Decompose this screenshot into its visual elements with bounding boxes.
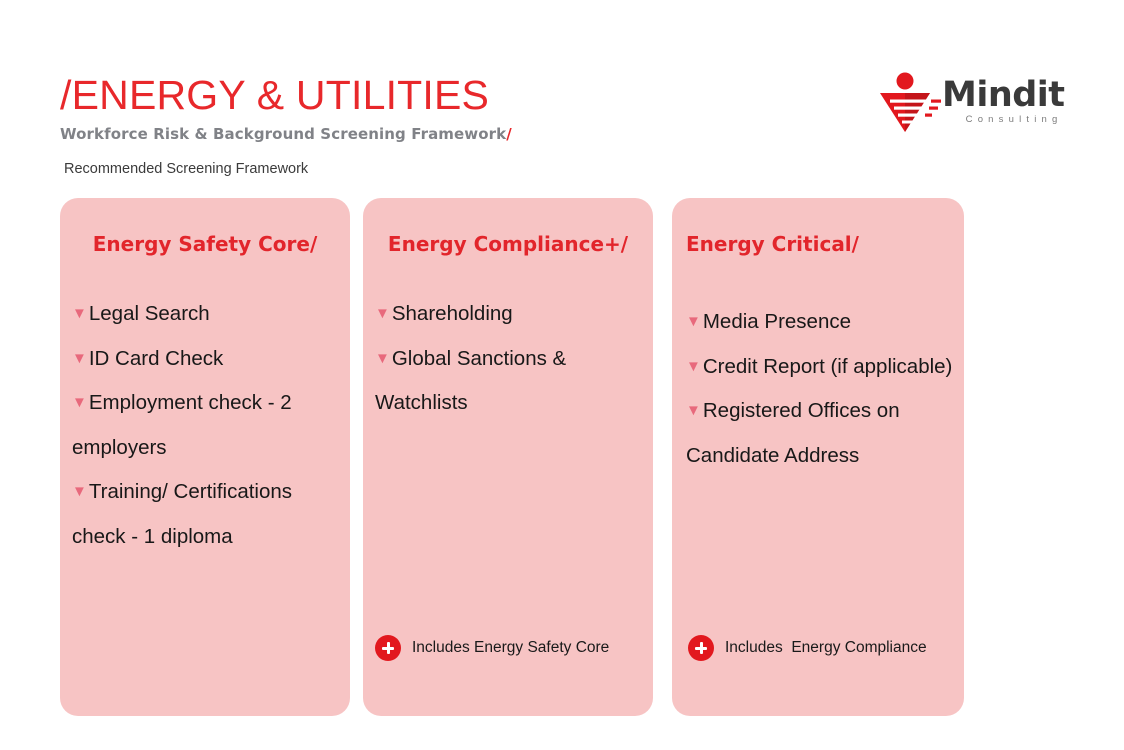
list-item: ▼Credit Report (if applicable)	[686, 345, 958, 390]
card-title: Energy Compliance+/	[387, 232, 629, 256]
page-subtitle: Workforce Risk & Background Screening Fr…	[60, 125, 860, 143]
logo-tagline: Consulting	[965, 114, 1063, 125]
screening-framework-cards: Energy Safety Core/ ▼Legal Search ▼ID Ca…	[60, 198, 964, 716]
list-item-label: ID Card Check	[88, 346, 224, 370]
triangle-bullet-icon: ▼	[72, 483, 87, 500]
card-includes-footer: Includes Energy Safety Core	[375, 635, 609, 661]
list-item-label: Legal Search	[88, 302, 210, 325]
card-item-list: ▼Shareholding ▼Global Sanctions & Watchl…	[375, 292, 643, 426]
logo-word: Mindit	[942, 75, 1065, 115]
page-header: /ENERGY & UTILITIES Workforce Risk & Bac…	[60, 72, 860, 143]
card-includes-label: Includes Energy Compliance	[725, 639, 927, 656]
list-item: ▼Registered Offices on Candidate Address	[686, 389, 958, 478]
card-item-list: ▼Legal Search ▼ID Card Check ▼Employment…	[72, 292, 340, 559]
card-includes-label: Includes Energy Safety Core	[412, 639, 610, 656]
list-item: ▼Media Presence	[686, 300, 958, 345]
list-item-label: Registered Offices on Candidate Address	[686, 399, 900, 467]
list-item-label: Training/ Certifications check - 1 diplo…	[72, 480, 293, 548]
mindit-consulting-logo: Mindit Consulting	[876, 72, 1065, 138]
list-item: ▼Legal Search	[72, 292, 340, 337]
list-item: ▼Shareholding	[375, 292, 643, 337]
list-item-label: Global Sanctions & Watchlists	[375, 346, 567, 415]
section-label: Recommended Screening Framework	[64, 161, 309, 177]
card-item-list: ▼Media Presence ▼Credit Report (if appli…	[686, 300, 958, 478]
card-energy-safety-core[interactable]: Energy Safety Core/ ▼Legal Search ▼ID Ca…	[60, 198, 350, 716]
list-item-label: Credit Report (if applicable)	[702, 354, 953, 378]
list-item-label: Media Presence	[702, 310, 851, 333]
triangle-bullet-icon: ▼	[686, 313, 701, 330]
card-title: Energy Safety Core/	[92, 232, 318, 256]
triangle-bullet-icon: ▼	[375, 305, 390, 322]
card-includes-footer: Includes Energy Compliance	[688, 635, 927, 661]
list-item: ▼Training/ Certifications check - 1 dipl…	[72, 470, 340, 559]
page-subtitle-text: Workforce Risk & Background Screening Fr…	[60, 125, 507, 144]
triangle-bullet-icon: ▼	[686, 402, 701, 419]
card-energy-compliance-plus[interactable]: Energy Compliance+/ ▼Shareholding ▼Globa…	[363, 198, 653, 716]
page-title: /ENERGY & UTILITIES	[60, 72, 490, 118]
list-item: ▼Global Sanctions & Watchlists	[375, 337, 643, 426]
list-item: ▼ID Card Check	[72, 337, 340, 382]
list-item-label: Shareholding	[391, 302, 513, 325]
triangle-bullet-icon: ▼	[686, 357, 701, 375]
mindit-triangle-person-logo-icon	[880, 72, 941, 132]
card-title: Energy Critical/	[686, 232, 859, 256]
plus-circle-icon	[688, 635, 714, 661]
triangle-bullet-icon: ▼	[72, 394, 87, 411]
triangle-bullet-icon: ▼	[375, 349, 390, 367]
list-item: ▼Employment check - 2 employers	[72, 381, 340, 470]
triangle-bullet-icon: ▼	[72, 349, 87, 367]
triangle-bullet-icon: ▼	[72, 305, 87, 322]
logo-wordmark: Mindit Consulting	[942, 75, 1065, 126]
subtitle-slash-accent: /	[506, 125, 512, 144]
list-item-label: Employment check - 2 employers	[72, 391, 292, 459]
plus-circle-icon	[375, 635, 401, 661]
card-energy-critical[interactable]: Energy Critical/ ▼Media Presence ▼Credit…	[672, 198, 964, 716]
